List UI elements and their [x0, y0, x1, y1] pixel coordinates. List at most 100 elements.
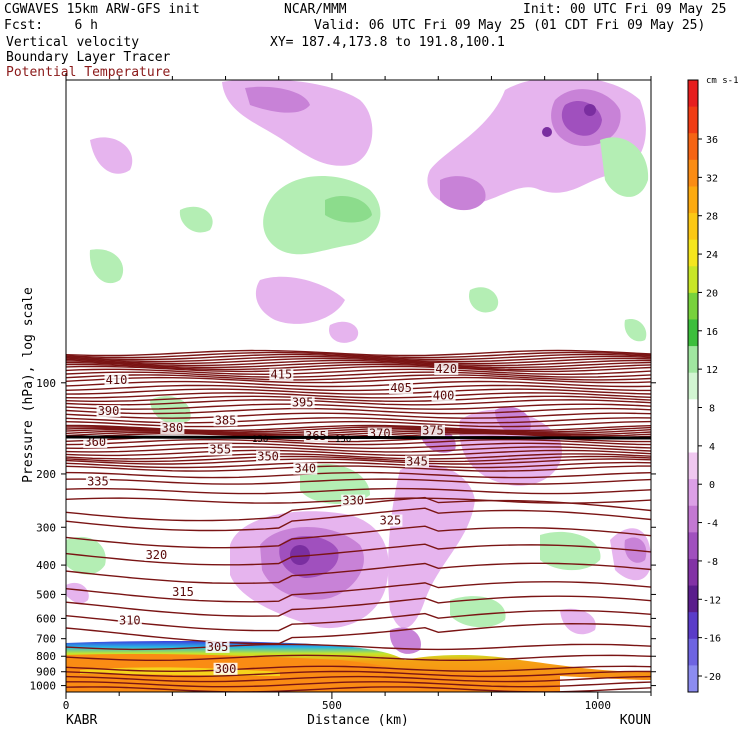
- isentrope-label-bg: [269, 368, 294, 381]
- isentrope-label-410: 410: [106, 373, 128, 387]
- isentrope-line: [66, 351, 651, 359]
- isentrope-line: [66, 446, 651, 453]
- colorbar-swatch: [688, 346, 698, 374]
- isentrope-label-300: 300: [215, 662, 237, 676]
- colorbar-label--8: -8: [706, 557, 718, 568]
- cross-section-endpoints: XY= 187.4,173.8 to 191.8,100.1: [270, 35, 505, 50]
- isentrope-line: [66, 595, 651, 617]
- isentrope-label-bg: [431, 389, 456, 402]
- isentrope-line: [66, 359, 651, 367]
- colorbar-label-28: 28: [706, 212, 718, 223]
- isentrope-label-310: 310: [119, 614, 141, 628]
- isentrope-line: [66, 371, 651, 378]
- y-tick-label-900: 900: [36, 666, 56, 679]
- isentrope-label-bg: [434, 362, 459, 375]
- x-end-station: KOUN: [620, 713, 651, 728]
- org-label: NCAR/MMM: [284, 2, 347, 17]
- isentrope-label-420: 420: [435, 362, 457, 376]
- isentrope-line: [66, 368, 651, 376]
- isentrope-label-bg: [171, 585, 195, 598]
- isentrope-line: [66, 384, 651, 392]
- isentrope-line: [66, 376, 651, 384]
- isentrope-line: [66, 455, 651, 463]
- isentrope-label-400: 400: [433, 388, 455, 402]
- field-label-theta: Potential Temperature: [6, 65, 171, 80]
- y-tick-label-500: 500: [36, 588, 56, 601]
- contour-label-150-b: 150: [335, 435, 351, 445]
- isentrope-line: [66, 581, 651, 603]
- colorbar-swatch: [688, 665, 698, 693]
- isentrope-label-bg: [96, 405, 121, 418]
- isentrope-line: [66, 407, 651, 415]
- colorbar-swatch: [688, 266, 698, 294]
- forecast-hour: Fcst: 6 h: [4, 18, 98, 33]
- colorbar-swatch: [688, 532, 698, 560]
- isentrope-label-415: 415: [271, 368, 293, 382]
- colorbar-frame: [687, 79, 699, 693]
- colorbar-swatch: [688, 319, 698, 347]
- colorbar-label--20: -20: [703, 672, 721, 683]
- isentrope-line: [66, 403, 651, 410]
- isentrope-line: [66, 365, 651, 373]
- isentrope-label-bg: [420, 424, 445, 437]
- isentrope-label-350: 350: [257, 449, 279, 463]
- colorbar-swatch: [688, 213, 698, 241]
- isentrope-label-bg: [213, 662, 238, 675]
- isentrope-label-bg: [405, 455, 429, 468]
- isentrope-label-bg: [290, 396, 315, 409]
- isentrope-line: [66, 675, 651, 683]
- x-axis-label: Distance (km): [307, 713, 409, 728]
- isentrope-label-345: 345: [406, 455, 428, 469]
- y-tick-label-200: 200: [36, 468, 56, 481]
- colorbar-label--16: -16: [703, 634, 721, 645]
- isentrope-line: [66, 643, 651, 651]
- colorbar-swatch: [688, 133, 698, 161]
- contour-label-150-a: 150: [252, 435, 268, 445]
- isentrope-label-bg: [205, 640, 230, 653]
- isentrope-label-bg: [256, 450, 281, 463]
- isentrope-line: [66, 349, 651, 357]
- isentrope-line: [66, 442, 651, 450]
- isentrope-line: [66, 355, 651, 363]
- colorbar: 36 32 28 24 20 16 12 8 4 0 -4 -8 -12 -16 -20: [687, 79, 721, 693]
- isentrope-label-bg: [213, 414, 238, 427]
- colorbar-label-16: 16: [706, 327, 718, 338]
- x-tick-label-0: 0: [63, 699, 70, 712]
- vertical-velocity-field: [66, 80, 651, 692]
- colorbar-swatch: [688, 186, 698, 214]
- field-label-vertical-velocity: Vertical velocity: [6, 35, 140, 50]
- isentrope-label-bg: [378, 514, 403, 527]
- isentrope-label-360: 360: [84, 435, 106, 449]
- isentrope-line: [66, 478, 651, 485]
- isentrope-line: [66, 487, 651, 495]
- colorbar-label-24: 24: [706, 250, 718, 261]
- isentrope-line: [66, 609, 651, 632]
- colorbar-label-0: 0: [709, 480, 715, 491]
- colorbar-swatch: [688, 372, 698, 400]
- isentrope-label-320: 320: [146, 548, 168, 562]
- plot-frame: [65, 79, 652, 693]
- y-tick-label-100: 100: [36, 377, 56, 390]
- isentrope-labels: 300 305 310 315 320 325 330 335 340 345 350 355 360 3…: [83, 362, 459, 676]
- isentrope-line: [66, 438, 651, 446]
- isentrope-line: [66, 461, 651, 469]
- isentrope-label-bg: [85, 475, 110, 488]
- colorbar-swatch: [688, 638, 698, 666]
- colorbar-label-32: 32: [706, 173, 718, 184]
- isentrope-label-395: 395: [292, 395, 314, 409]
- x-start-station: KABR: [66, 713, 97, 728]
- isentrope-line: [66, 395, 651, 403]
- isentrope-label-335: 335: [87, 475, 109, 489]
- colorbar-swatch: [688, 612, 698, 640]
- colorbar-swatch: [688, 159, 698, 187]
- colorbar-swatch: [688, 585, 698, 613]
- isentrope-label-405: 405: [390, 381, 412, 395]
- isentrope-line: [66, 507, 651, 532]
- colorbar-swatch: [688, 452, 698, 480]
- isentrope-line: [66, 412, 651, 419]
- init-time: Init: 00 UTC Fri 09 May 25: [523, 2, 727, 17]
- isentrope-line: [66, 465, 651, 472]
- x-tick-label-500: 500: [322, 699, 342, 712]
